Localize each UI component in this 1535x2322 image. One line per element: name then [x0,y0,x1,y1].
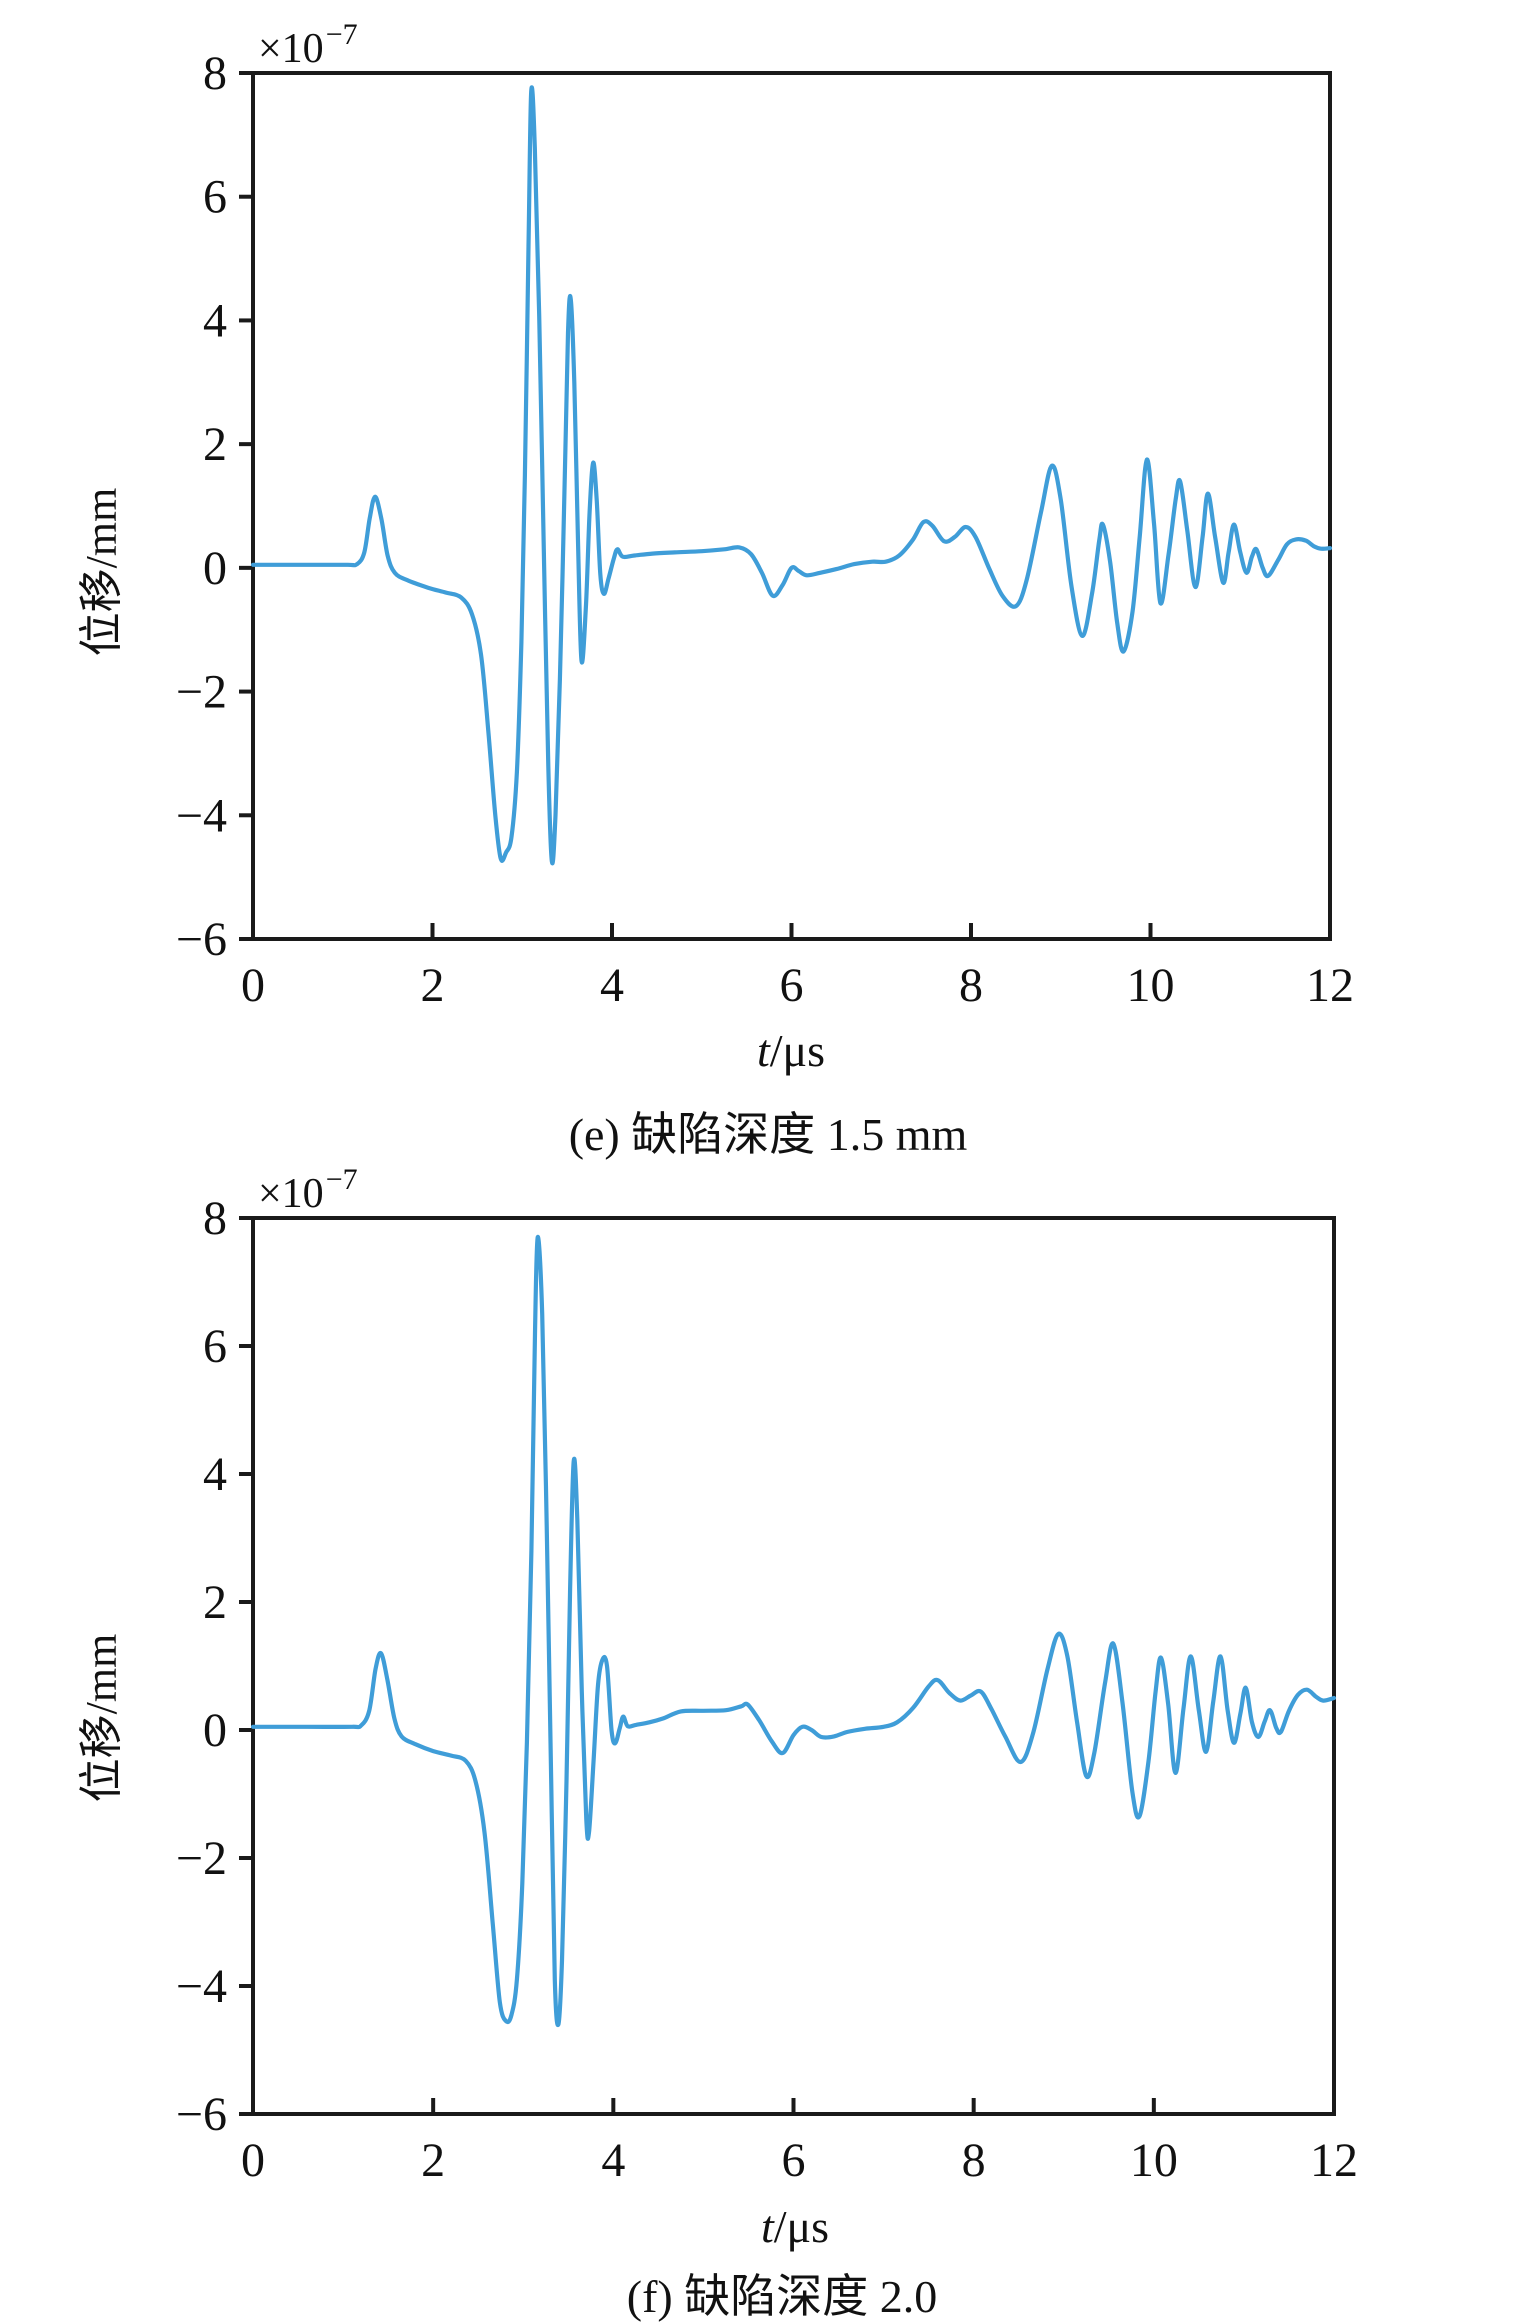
y-tick-label: 0 [203,1704,227,1757]
chart-e-caption: (e) 缺陷深度 1.5 mm [569,1109,968,1160]
chart-f-axes [239,1216,1336,2116]
y-tick-label: 2 [203,1576,227,1629]
x-tick-label: 0 [241,959,265,1012]
y-tick-label: −6 [176,2088,227,2141]
y-axis-offset-label: ×10−7 [258,18,358,72]
x-tick-label: 0 [241,2134,265,2187]
x-tick-label: 12 [1310,2134,1358,2187]
chart-e-tick-labels: 0 2 4 6 8 10 12 8 6 4 2 0 −2 −4 −6 [176,47,1354,1012]
y-tick-label: 8 [203,47,227,100]
y-axis-title: 位移/mm [77,488,126,657]
y-tick-label: 6 [203,1320,227,1373]
x-tick-label: 6 [782,2134,806,2187]
chart-f-caption: (f) 缺陷深度 2.0 [627,2271,937,2322]
y-axis-offset-label: ×10−7 [258,1163,358,1217]
y-tick-label: −6 [176,913,227,966]
chart-f: 0 2 4 6 8 10 12 8 6 4 2 0 −2 −4 −6 ×10−7 位移/mm t/μs (f… [77,1163,1358,2322]
x-tick-label: 10 [1127,959,1175,1012]
chart-e: 0 2 4 6 8 10 12 8 6 4 2 0 −2 −4 −6 ×10−7 位移/mm t/μs (e… [77,18,1354,1160]
x-axis-title: t/μs [757,1025,825,1076]
plot-box [251,71,1332,941]
x-tick-label: 12 [1306,959,1354,1012]
waveform-line-f [250,1235,1337,2028]
y-tick-label: 4 [203,294,227,347]
x-tick-label: 8 [959,959,983,1012]
waveform-line-e [250,85,1333,866]
y-tick-label: −2 [176,666,227,719]
y-tick-label: 8 [203,1192,227,1245]
y-tick-label: 4 [203,1448,227,1501]
y-tick-label: −4 [176,1960,227,2013]
x-tick-label: 8 [962,2134,986,2187]
y-tick-label: −2 [176,1832,227,1885]
x-tick-label: 4 [600,959,624,1012]
chart-f-tick-labels: 0 2 4 6 8 10 12 8 6 4 2 0 −2 −4 −6 [176,1192,1358,2187]
x-axis-title: t/μs [761,2201,829,2252]
y-tick-label: 6 [203,171,227,224]
plot-box [251,1216,1336,2116]
chart-e-axes [239,71,1332,941]
x-tick-label: 2 [421,959,445,1012]
y-axis-title: 位移/mm [77,1634,126,1803]
y-tick-label: −4 [176,789,227,842]
x-tick-label: 4 [601,2134,625,2187]
x-tick-label: 10 [1130,2134,1178,2187]
x-tick-label: 6 [780,959,804,1012]
y-tick-label: 0 [203,542,227,595]
x-tick-label: 2 [421,2134,445,2187]
y-tick-label: 2 [203,418,227,471]
